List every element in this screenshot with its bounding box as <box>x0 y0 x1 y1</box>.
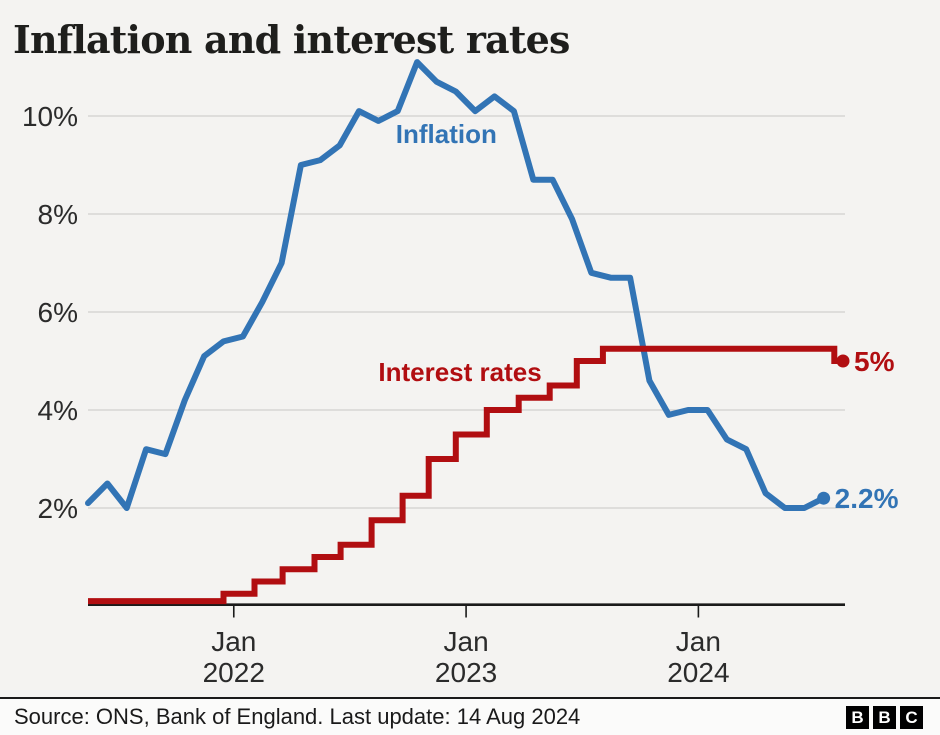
y-tick-label-10: 10% <box>22 101 78 132</box>
chart-plot-area: 2%4%6%8%10%Jan2022Jan2023Jan20242.2%Infl… <box>22 59 899 688</box>
inflation-end-dot <box>817 491 831 505</box>
inflation-series-label: Inflation <box>396 119 497 149</box>
inflation-line <box>85 59 827 511</box>
interest-rates-line <box>88 345 843 605</box>
y-tick-label-4: 4% <box>38 395 78 426</box>
x-tick-label-month-2024: Jan <box>676 626 721 657</box>
x-tick-label-year-2022: 2022 <box>203 657 265 688</box>
chart-title: Inflation and interest rates <box>13 17 570 62</box>
source-text: Source: ONS, Bank of England. Last updat… <box>14 704 581 729</box>
footer: Source: ONS, Bank of England. Last updat… <box>0 697 940 735</box>
x-tick-label-year-2024: 2024 <box>667 657 729 688</box>
bbc-logo-block-b2: B <box>873 705 896 729</box>
y-tick-label-8: 8% <box>38 199 78 230</box>
interest-rates-series-label: Interest rates <box>378 357 541 387</box>
inflation-end-label: 2.2% <box>835 483 899 514</box>
x-tick-label-month-2022: Jan <box>211 626 256 657</box>
bbc-logo: B B C <box>846 705 923 729</box>
interest-rates-end-dot <box>836 354 850 368</box>
y-tick-label-6: 6% <box>38 297 78 328</box>
bbc-logo-block-b1: B <box>846 705 869 729</box>
x-tick-label-year-2023: 2023 <box>435 657 497 688</box>
interest-rates-end-label: 5% <box>854 346 895 377</box>
x-tick-label-month-2023: Jan <box>444 626 489 657</box>
y-tick-label-2: 2% <box>38 493 78 524</box>
bbc-logo-block-c: C <box>900 705 923 729</box>
